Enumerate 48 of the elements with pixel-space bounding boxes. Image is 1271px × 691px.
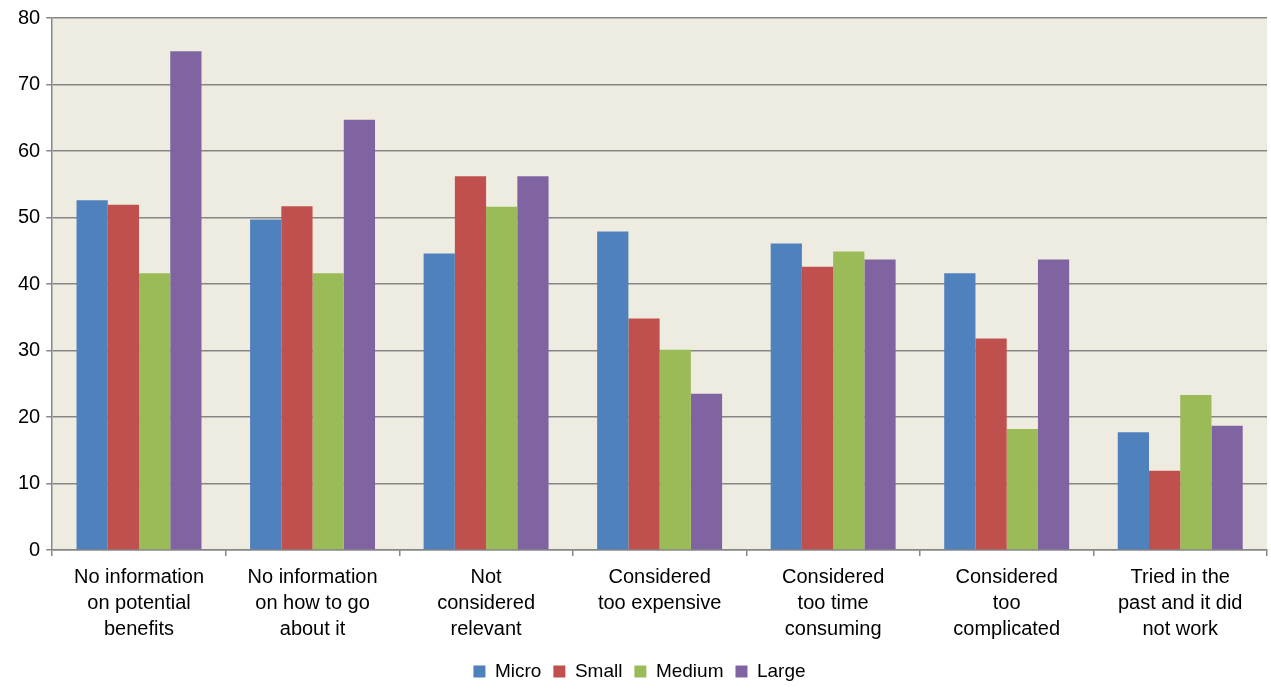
y-tick-label: 10	[18, 471, 41, 494]
bar	[1006, 428, 1038, 550]
bar	[628, 318, 660, 550]
y-tick-label: 0	[29, 537, 41, 560]
bar	[864, 259, 896, 550]
x-tick-label: No information on potential benefits	[73, 564, 205, 639]
bar	[107, 204, 140, 550]
legend-label: Large	[756, 659, 806, 681]
bar	[312, 273, 344, 550]
bar	[770, 243, 802, 550]
x-tick-label: Considered too complicated	[953, 564, 1061, 639]
legend-label: Small	[574, 659, 623, 681]
bar	[139, 273, 171, 550]
bar	[486, 206, 518, 550]
bar	[423, 253, 455, 550]
x-tick-label: No information on how to go about it	[247, 564, 378, 639]
bar	[659, 349, 691, 550]
y-tick-label: 20	[18, 404, 41, 427]
y-tick-label: 80	[18, 5, 41, 28]
y-tick-label: 60	[18, 138, 41, 161]
y-tick-label: 40	[18, 271, 41, 294]
bar	[170, 51, 202, 550]
bar	[944, 273, 976, 550]
bar	[1117, 432, 1149, 550]
bar	[833, 251, 865, 550]
bar	[517, 176, 549, 550]
y-tick-label: 70	[18, 72, 41, 95]
legend-label: Medium	[655, 659, 724, 681]
x-tick-label: Considered too expensive	[597, 564, 722, 613]
bar	[690, 393, 723, 550]
x-tick-label: Considered too time consuming	[782, 564, 885, 639]
bar	[250, 219, 282, 550]
bar	[975, 338, 1007, 550]
bar	[1211, 425, 1243, 550]
bar	[1180, 395, 1212, 550]
bar	[343, 119, 376, 550]
bar	[76, 200, 108, 550]
legend-label: Micro	[494, 659, 542, 681]
y-tick-label: 50	[18, 205, 41, 228]
bar	[597, 231, 629, 550]
y-tick-label: 30	[18, 338, 41, 361]
bar	[1037, 259, 1070, 550]
x-tick-label: Tried in the past and it did not work	[1117, 564, 1243, 639]
bar	[801, 266, 834, 550]
x-tick-label: Not considered relevant	[437, 564, 536, 639]
bar	[1148, 470, 1181, 550]
bar	[454, 176, 487, 550]
bar	[281, 206, 313, 550]
